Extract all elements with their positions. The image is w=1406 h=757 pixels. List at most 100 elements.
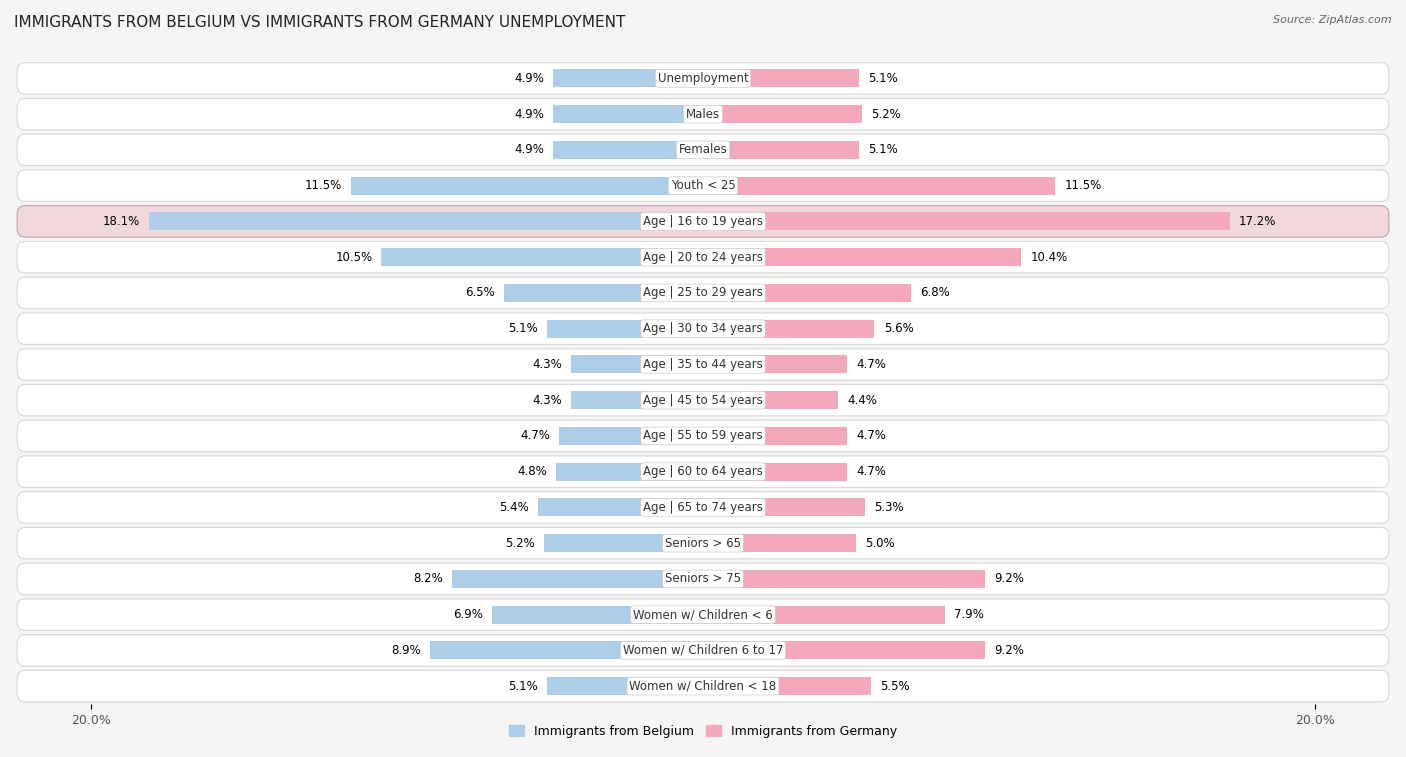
Text: Males: Males xyxy=(686,107,720,120)
Text: 4.9%: 4.9% xyxy=(515,107,544,120)
Bar xyxy=(703,678,872,695)
FancyBboxPatch shape xyxy=(17,349,1389,380)
Text: 8.9%: 8.9% xyxy=(391,644,422,657)
Bar xyxy=(451,570,703,588)
Bar xyxy=(492,606,703,624)
Bar xyxy=(703,248,1021,266)
Text: Women w/ Children 6 to 17: Women w/ Children 6 to 17 xyxy=(623,644,783,657)
Bar xyxy=(553,141,703,159)
Text: Age | 55 to 59 years: Age | 55 to 59 years xyxy=(643,429,763,442)
Text: 6.8%: 6.8% xyxy=(921,286,950,300)
Text: 17.2%: 17.2% xyxy=(1239,215,1277,228)
Bar xyxy=(553,70,703,87)
Bar xyxy=(560,427,703,445)
Bar xyxy=(547,319,703,338)
Text: Age | 65 to 74 years: Age | 65 to 74 years xyxy=(643,501,763,514)
FancyBboxPatch shape xyxy=(17,528,1389,559)
Bar xyxy=(381,248,703,266)
Bar xyxy=(703,356,846,373)
Text: 10.4%: 10.4% xyxy=(1031,251,1069,263)
Bar xyxy=(553,105,703,123)
Text: 4.9%: 4.9% xyxy=(515,143,544,157)
Text: 4.8%: 4.8% xyxy=(517,465,547,478)
Text: 6.9%: 6.9% xyxy=(453,608,482,621)
Bar xyxy=(703,213,1230,230)
Bar xyxy=(149,213,703,230)
Bar xyxy=(503,284,703,302)
Bar xyxy=(703,70,859,87)
FancyBboxPatch shape xyxy=(17,385,1389,416)
Bar xyxy=(703,319,875,338)
Text: 4.7%: 4.7% xyxy=(856,358,886,371)
Bar xyxy=(537,498,703,516)
Text: Age | 20 to 24 years: Age | 20 to 24 years xyxy=(643,251,763,263)
Text: Women w/ Children < 6: Women w/ Children < 6 xyxy=(633,608,773,621)
Bar xyxy=(703,427,846,445)
Text: 5.1%: 5.1% xyxy=(869,72,898,85)
Text: 4.3%: 4.3% xyxy=(533,358,562,371)
Text: 9.2%: 9.2% xyxy=(994,572,1024,585)
Bar xyxy=(430,641,703,659)
Text: 5.3%: 5.3% xyxy=(875,501,904,514)
Bar xyxy=(703,105,862,123)
Text: Females: Females xyxy=(679,143,727,157)
Bar xyxy=(571,391,703,409)
Bar xyxy=(703,570,984,588)
Text: Age | 45 to 54 years: Age | 45 to 54 years xyxy=(643,394,763,407)
Bar xyxy=(352,176,703,195)
Text: IMMIGRANTS FROM BELGIUM VS IMMIGRANTS FROM GERMANY UNEMPLOYMENT: IMMIGRANTS FROM BELGIUM VS IMMIGRANTS FR… xyxy=(14,15,626,30)
Bar xyxy=(703,391,838,409)
Text: 4.3%: 4.3% xyxy=(533,394,562,407)
Text: Age | 16 to 19 years: Age | 16 to 19 years xyxy=(643,215,763,228)
Text: Youth < 25: Youth < 25 xyxy=(671,179,735,192)
Bar xyxy=(571,356,703,373)
Text: 4.4%: 4.4% xyxy=(846,394,877,407)
Text: 9.2%: 9.2% xyxy=(994,644,1024,657)
FancyBboxPatch shape xyxy=(17,170,1389,201)
FancyBboxPatch shape xyxy=(17,313,1389,344)
Text: Age | 35 to 44 years: Age | 35 to 44 years xyxy=(643,358,763,371)
Text: 5.2%: 5.2% xyxy=(505,537,534,550)
FancyBboxPatch shape xyxy=(17,134,1389,166)
Text: 4.7%: 4.7% xyxy=(520,429,550,442)
FancyBboxPatch shape xyxy=(17,492,1389,523)
FancyBboxPatch shape xyxy=(17,456,1389,488)
Text: 6.5%: 6.5% xyxy=(465,286,495,300)
FancyBboxPatch shape xyxy=(17,63,1389,94)
FancyBboxPatch shape xyxy=(17,206,1389,237)
Text: 5.1%: 5.1% xyxy=(508,322,537,335)
Bar xyxy=(544,534,703,552)
Bar xyxy=(547,678,703,695)
Bar xyxy=(555,463,703,481)
Bar xyxy=(703,641,984,659)
Text: 18.1%: 18.1% xyxy=(103,215,139,228)
FancyBboxPatch shape xyxy=(17,671,1389,702)
Text: 10.5%: 10.5% xyxy=(335,251,373,263)
FancyBboxPatch shape xyxy=(17,241,1389,273)
Bar xyxy=(703,498,865,516)
FancyBboxPatch shape xyxy=(17,277,1389,309)
Text: 5.4%: 5.4% xyxy=(499,501,529,514)
Text: 5.2%: 5.2% xyxy=(872,107,901,120)
Bar xyxy=(703,606,945,624)
Text: 4.7%: 4.7% xyxy=(856,429,886,442)
FancyBboxPatch shape xyxy=(17,98,1389,130)
Bar xyxy=(703,284,911,302)
Text: 8.2%: 8.2% xyxy=(413,572,443,585)
Legend: Immigrants from Belgium, Immigrants from Germany: Immigrants from Belgium, Immigrants from… xyxy=(503,720,903,743)
Text: Seniors > 65: Seniors > 65 xyxy=(665,537,741,550)
FancyBboxPatch shape xyxy=(17,420,1389,452)
FancyBboxPatch shape xyxy=(17,563,1389,595)
Text: 5.1%: 5.1% xyxy=(508,680,537,693)
Text: Age | 30 to 34 years: Age | 30 to 34 years xyxy=(643,322,763,335)
Text: 11.5%: 11.5% xyxy=(305,179,342,192)
Text: 5.5%: 5.5% xyxy=(880,680,910,693)
Bar xyxy=(703,534,856,552)
Text: Seniors > 75: Seniors > 75 xyxy=(665,572,741,585)
Text: 5.0%: 5.0% xyxy=(865,537,894,550)
FancyBboxPatch shape xyxy=(17,634,1389,666)
Text: Source: ZipAtlas.com: Source: ZipAtlas.com xyxy=(1274,15,1392,25)
Bar xyxy=(703,141,859,159)
Text: Age | 60 to 64 years: Age | 60 to 64 years xyxy=(643,465,763,478)
Bar xyxy=(703,463,846,481)
